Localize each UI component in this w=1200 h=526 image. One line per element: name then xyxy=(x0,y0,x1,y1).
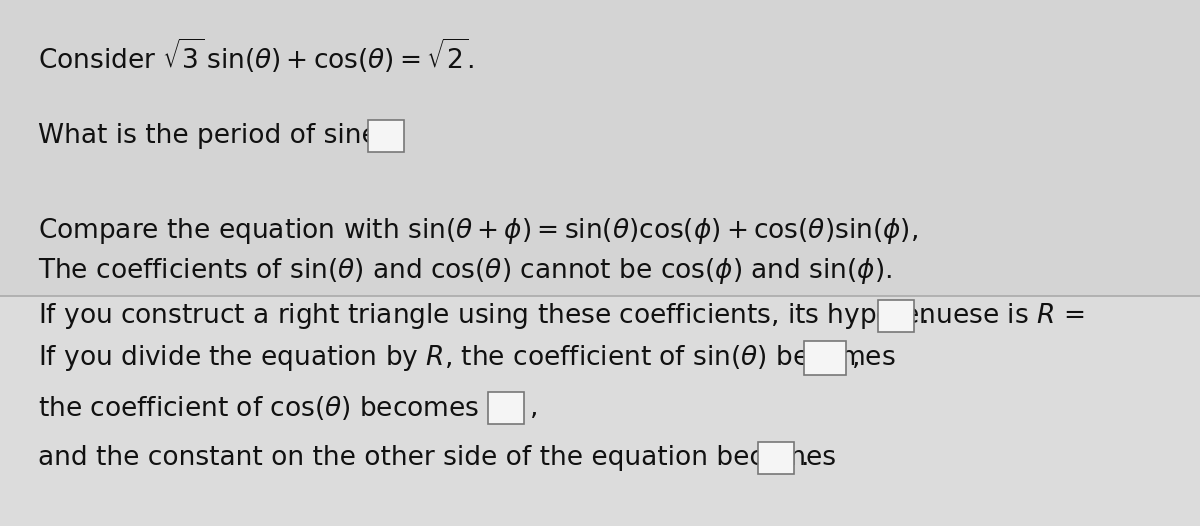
Text: the coefficient of $\cos(\theta)$ becomes: the coefficient of $\cos(\theta)$ become… xyxy=(38,394,479,422)
Text: If you construct a right triangle using these coefficients, its hypotenuese is $: If you construct a right triangle using … xyxy=(38,301,1085,331)
Text: ,: , xyxy=(530,395,539,421)
FancyBboxPatch shape xyxy=(804,341,846,375)
FancyBboxPatch shape xyxy=(368,120,404,152)
Text: .: . xyxy=(920,303,929,329)
FancyBboxPatch shape xyxy=(878,300,914,332)
Bar xyxy=(0,0,1200,296)
FancyBboxPatch shape xyxy=(488,392,524,424)
Text: The coefficients of $\sin(\theta)$ and $\cos(\theta)$ cannot be $\cos(\phi)$ and: The coefficients of $\sin(\theta)$ and $… xyxy=(38,256,892,286)
Text: If you divide the equation by $R$, the coefficient of $\sin(\theta)$ becomes: If you divide the equation by $R$, the c… xyxy=(38,343,895,373)
Text: What is the period of sine?: What is the period of sine? xyxy=(38,123,391,149)
Text: Consider $\sqrt{3}\,\sin(\theta) + \cos(\theta) = \sqrt{2}$.: Consider $\sqrt{3}\,\sin(\theta) + \cos(… xyxy=(38,37,474,75)
FancyBboxPatch shape xyxy=(758,442,794,474)
Text: ,: , xyxy=(852,345,860,371)
Text: Compare the equation with $\sin(\theta + \phi) = \sin(\theta)\cos(\phi) + \cos(\: Compare the equation with $\sin(\theta +… xyxy=(38,216,918,246)
Bar xyxy=(0,296,1200,526)
Text: and the constant on the other side of the equation becomes: and the constant on the other side of th… xyxy=(38,445,836,471)
Text: .: . xyxy=(800,445,809,471)
